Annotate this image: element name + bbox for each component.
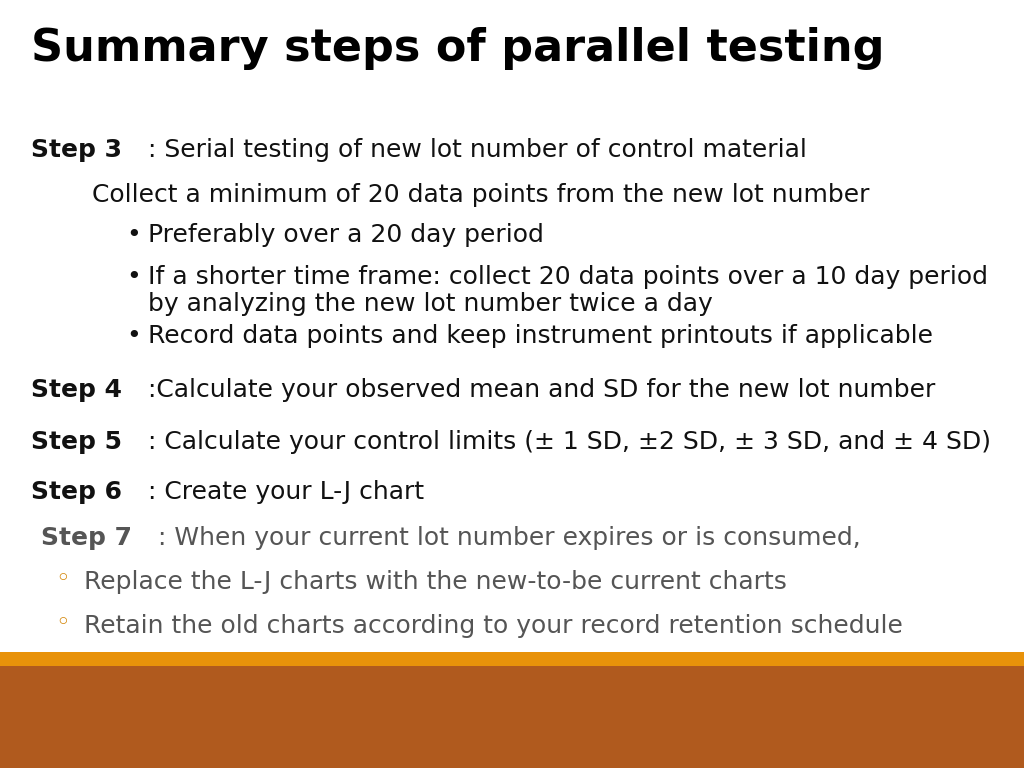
Text: :Calculate your observed mean and SD for the new lot number: :Calculate your observed mean and SD for…: [148, 378, 936, 402]
Text: ◦: ◦: [55, 611, 70, 635]
Text: Step 7: Step 7: [41, 526, 132, 550]
Text: Summary steps of parallel testing: Summary steps of parallel testing: [31, 27, 884, 70]
Text: by analyzing the new lot number twice a day: by analyzing the new lot number twice a …: [148, 292, 714, 316]
Text: : Calculate your control limits (± 1 SD, ±2 SD, ± 3 SD, and ± 4 SD): : Calculate your control limits (± 1 SD,…: [148, 430, 991, 454]
Bar: [0, 664, 1024, 768]
Text: •: •: [126, 223, 140, 247]
Text: : When your current lot number expires or is consumed,: : When your current lot number expires o…: [159, 526, 861, 550]
Text: •: •: [126, 265, 140, 289]
Text: : Serial testing of new lot number of control material: : Serial testing of new lot number of co…: [148, 138, 807, 162]
Text: If a shorter time frame: collect 20 data points over a 10 day period: If a shorter time frame: collect 20 data…: [148, 265, 988, 289]
Text: ◦: ◦: [55, 567, 70, 591]
Text: Step 3: Step 3: [31, 138, 122, 162]
Text: •: •: [126, 324, 140, 348]
Text: Collect a minimum of 20 data points from the new lot number: Collect a minimum of 20 data points from…: [92, 183, 869, 207]
Text: Replace the L-J charts with the new-to-be current charts: Replace the L-J charts with the new-to-b…: [84, 570, 786, 594]
Text: Record data points and keep instrument printouts if applicable: Record data points and keep instrument p…: [148, 324, 934, 348]
Text: Preferably over a 20 day period: Preferably over a 20 day period: [148, 223, 545, 247]
Text: Step 4: Step 4: [31, 378, 122, 402]
Text: Step 5: Step 5: [31, 430, 122, 454]
Text: Retain the old charts according to your record retention schedule: Retain the old charts according to your …: [84, 614, 903, 638]
Text: Step 6: Step 6: [31, 480, 122, 504]
Text: : Create your L-J chart: : Create your L-J chart: [148, 480, 424, 504]
Bar: [0, 652, 1024, 666]
